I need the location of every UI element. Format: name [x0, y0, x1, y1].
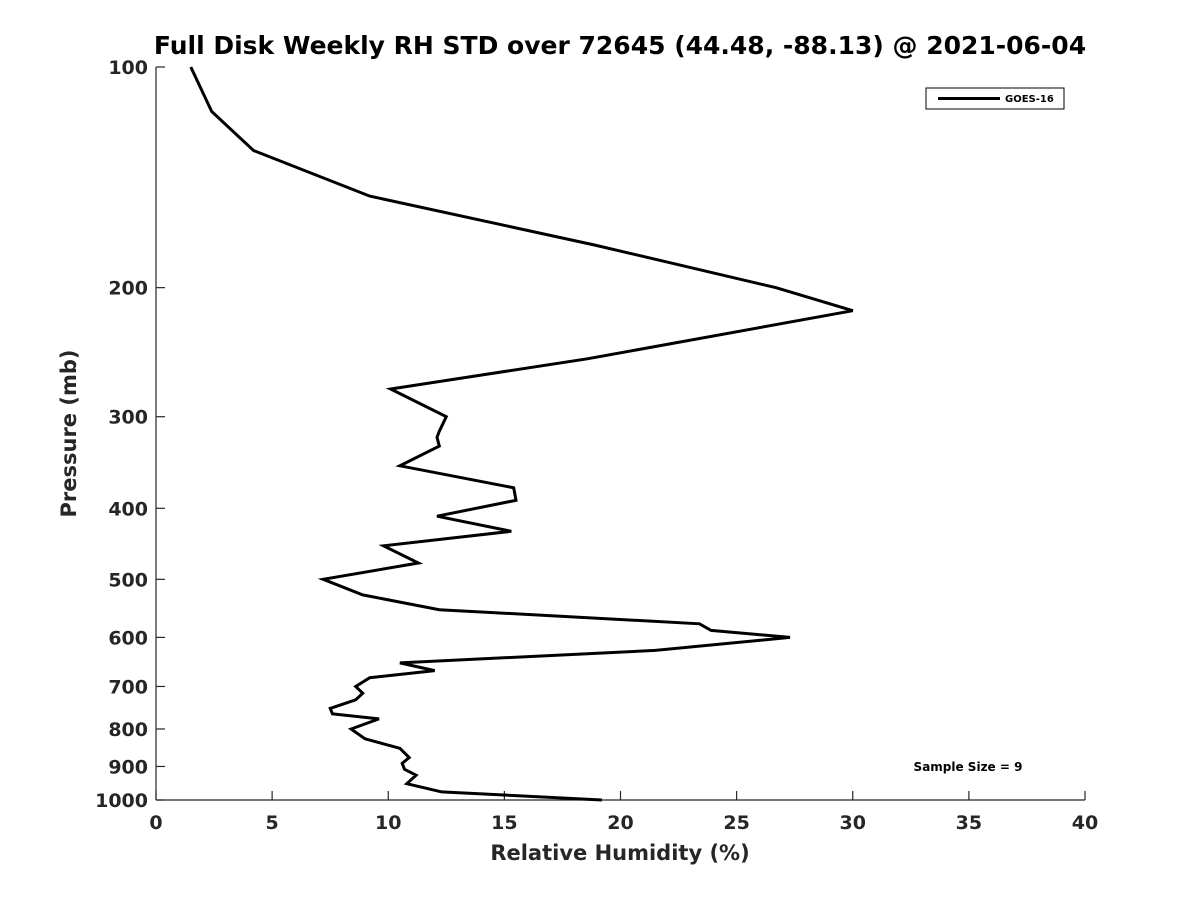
ticks: 0 5 10 15 20 25 30 35 40 100 200 300 400 500 600 700 800… — [95, 57, 1098, 834]
x-tick-label: 35 — [956, 812, 982, 834]
y-tick-label: 1000 — [95, 790, 148, 812]
y-tick-label: 300 — [108, 407, 148, 429]
x-tick-label: 0 — [149, 812, 162, 834]
sample-size-annotation: Sample Size = 9 — [914, 760, 1023, 774]
x-tick-label: 20 — [607, 812, 633, 834]
x-tick-label: 40 — [1072, 812, 1098, 834]
x-axis-label: Relative Humidity (%) — [490, 841, 749, 865]
x-tick-label: 5 — [266, 812, 279, 834]
x-tick-label: 10 — [375, 812, 401, 834]
y-tick-label: 200 — [108, 278, 148, 300]
y-tick-label: 600 — [108, 627, 148, 649]
y-tick-label: 100 — [108, 57, 148, 79]
series-layer — [189, 66, 854, 802]
series-line-goes-16 — [189, 66, 854, 802]
y-tick-label: 700 — [108, 676, 148, 698]
y-tick-label: 800 — [108, 719, 148, 741]
chart-title: Full Disk Weekly RH STD over 72645 (44.4… — [154, 31, 1086, 60]
y-tick-label: 400 — [108, 498, 148, 520]
legend: GOES-16 — [925, 87, 1065, 110]
x-tick-label: 25 — [723, 812, 749, 834]
y-axis-label: Pressure (mb) — [57, 350, 81, 518]
y-tick-label: 900 — [108, 756, 148, 778]
legend-label: GOES-16 — [1005, 94, 1054, 105]
x-tick-label: 15 — [491, 812, 517, 834]
axes — [155, 67, 1085, 801]
x-tick-label: 30 — [840, 812, 866, 834]
y-tick-label: 500 — [108, 569, 148, 591]
